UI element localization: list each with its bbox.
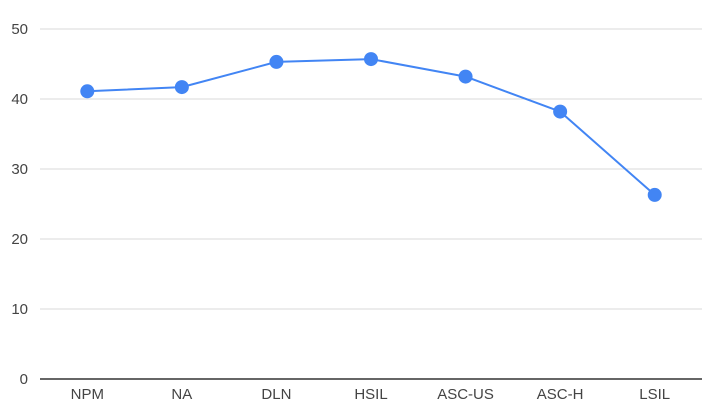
- y-tick-label: 20: [11, 231, 28, 248]
- x-tick-label: DLN: [261, 386, 291, 401]
- data-point-asc-us: [458, 69, 473, 84]
- series-line: [87, 58, 656, 196]
- data-point-npm: [80, 84, 95, 99]
- y-tick-label: 40: [11, 91, 28, 108]
- x-tick-label: ASC-US: [437, 386, 494, 401]
- y-tick-label: 30: [11, 161, 28, 178]
- data-point-na: [174, 80, 189, 95]
- y-axis-ticks: 0 10 20 30 40 50: [11, 21, 28, 388]
- x-axis-ticks: NPM NA DLN HSIL ASC-US ASC-H LSIL: [71, 386, 671, 401]
- x-tick-label: LSIL: [639, 386, 670, 401]
- data-point-dln: [269, 54, 284, 69]
- data-point-lsil: [647, 187, 662, 202]
- series-layer: [80, 52, 662, 202]
- y-tick-label: 50: [11, 21, 28, 38]
- x-tick-label: ASC-H: [537, 386, 584, 401]
- x-tick-label: HSIL: [354, 386, 387, 401]
- data-point-hsil: [364, 52, 378, 67]
- data-point-asc-h: [553, 104, 568, 119]
- grid-lines: [40, 28, 702, 310]
- y-tick-label: 0: [20, 371, 28, 388]
- y-tick-label: 10: [11, 301, 28, 318]
- x-tick-label: NA: [171, 386, 192, 401]
- x-tick-label: NPM: [71, 386, 104, 401]
